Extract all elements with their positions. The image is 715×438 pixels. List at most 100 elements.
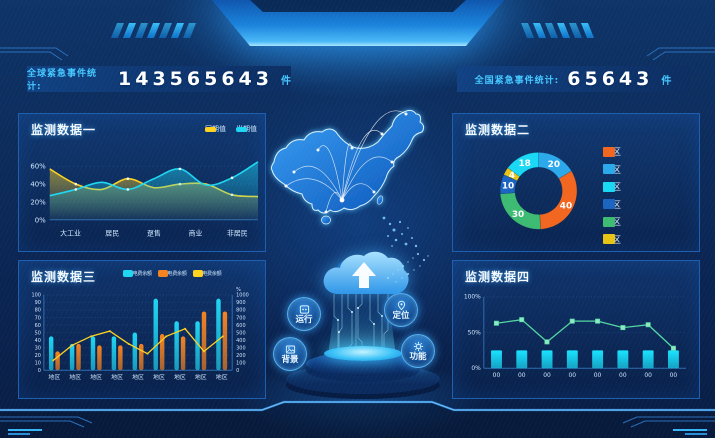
legend-swatch (603, 181, 615, 192)
legend-item[interactable]: 预收电费余额 (192, 270, 222, 277)
bar[interactable] (69, 343, 75, 371)
legend-item[interactable]: 同期值 (205, 124, 226, 134)
y-axis-label: 60% (30, 163, 46, 171)
bar[interactable] (516, 350, 528, 369)
donut-slice[interactable] (499, 192, 541, 230)
bar[interactable] (216, 298, 221, 371)
legend-item[interactable]: 预收电费余额 (157, 270, 187, 277)
data-point[interactable] (108, 330, 111, 333)
data-point[interactable] (519, 317, 525, 323)
bar[interactable] (159, 334, 165, 371)
data-point[interactable] (595, 318, 601, 324)
legend-item[interactable]: 台区 (603, 180, 621, 193)
bar[interactable] (180, 336, 186, 371)
legend-label: 预收电费余额 (192, 271, 222, 277)
y-axis-label: 0% (471, 365, 481, 372)
circuit-line (333, 294, 339, 356)
data-point[interactable] (146, 352, 149, 355)
bar[interactable] (111, 336, 117, 371)
data-point[interactable] (74, 188, 78, 191)
x-axis-label: 地区 (69, 373, 81, 381)
donut-slice[interactable] (507, 152, 539, 178)
legend-item[interactable]: 台区 (603, 215, 621, 228)
data-point[interactable] (127, 342, 130, 345)
x-axis-label: 00 (518, 372, 526, 379)
data-point[interactable] (544, 339, 550, 345)
donut-slice[interactable] (539, 170, 578, 230)
circuit-node (337, 319, 339, 321)
data-point[interactable] (493, 320, 499, 326)
circuit-node (351, 311, 353, 313)
flight-arc (325, 191, 343, 213)
panel-3-legend: 预收电费余额 预收电费余额 预收电费余额 (123, 270, 222, 277)
bar[interactable] (222, 311, 228, 371)
bar[interactable] (667, 350, 679, 369)
hainan-island (321, 215, 331, 225)
bar[interactable] (139, 343, 144, 371)
legend-swatch (157, 270, 168, 277)
data-point[interactable] (126, 177, 130, 181)
circuit-line (369, 294, 375, 356)
data-point[interactable] (89, 335, 92, 338)
legend-item[interactable]: 预收电费余额 (123, 270, 152, 277)
data-point[interactable] (178, 167, 182, 171)
legend-item[interactable]: 台区 (603, 163, 621, 176)
background-button[interactable]: 背景 (273, 337, 307, 371)
island-dot (394, 238, 398, 242)
bar[interactable] (491, 350, 502, 369)
y-axis-label: 100% (464, 294, 481, 301)
bar[interactable] (90, 336, 96, 371)
data-point[interactable] (126, 188, 130, 191)
bar[interactable] (201, 311, 207, 371)
data-point[interactable] (52, 359, 55, 362)
bar[interactable] (76, 343, 81, 371)
bar[interactable] (132, 332, 138, 371)
data-point[interactable] (620, 325, 626, 331)
bar[interactable] (617, 350, 629, 369)
y2-axis-label: 400 (236, 338, 245, 344)
bar[interactable] (118, 345, 123, 371)
data-point[interactable] (221, 335, 224, 338)
bar[interactable] (541, 350, 553, 369)
circuit-node (373, 323, 375, 325)
data-point[interactable] (165, 335, 168, 338)
legend-item[interactable]: 台区 (603, 198, 621, 211)
bar[interactable] (97, 345, 102, 371)
bar[interactable] (55, 351, 60, 371)
particle-dot (392, 273, 394, 275)
data-point[interactable] (74, 182, 78, 186)
bar[interactable] (195, 321, 200, 371)
y2-axis-label: 900 (236, 300, 245, 306)
y-axis-label: 0% (35, 216, 46, 224)
y-axis-label: 40% (30, 181, 46, 189)
legend-item[interactable]: 当期值 (236, 124, 257, 134)
bar[interactable] (566, 350, 578, 369)
legend-item[interactable]: 台区 (603, 233, 621, 246)
y-axis-label: 40 (35, 338, 41, 344)
legend-item[interactable]: 台区 (603, 145, 621, 158)
data-point[interactable] (71, 344, 74, 347)
bar[interactable] (174, 321, 179, 371)
bar[interactable] (48, 336, 54, 371)
global-counter-bar: 全球紧急事件统计: 143565643 件 (27, 66, 291, 92)
function-button[interactable]: 功能 (401, 334, 435, 368)
data-point[interactable] (645, 322, 651, 328)
run-button[interactable]: 运行 (287, 297, 321, 331)
bar[interactable] (642, 350, 654, 369)
legend-label: 预收电费余额 (123, 271, 152, 277)
area-chart-svg: 0% 20% 40% 60% 大工业 居民 趸售 商业 非居民 (30, 161, 259, 238)
data-point[interactable] (230, 176, 234, 180)
particle-dot (395, 281, 397, 283)
y-axis-label: 90 (35, 300, 41, 306)
city-node (316, 148, 320, 152)
national-counter-bar: 全国紧急事件统计: 65643 件 (457, 66, 689, 92)
data-point[interactable] (202, 350, 205, 353)
locate-button[interactable]: 定位 (384, 293, 418, 327)
island-dot (398, 220, 402, 224)
data-point[interactable] (184, 327, 187, 330)
national-counter: 全国紧急事件统计: 65643 件 (450, 62, 696, 96)
data-point[interactable] (670, 345, 676, 351)
data-point[interactable] (569, 318, 575, 324)
bar[interactable] (153, 298, 158, 371)
bar[interactable] (592, 350, 604, 369)
